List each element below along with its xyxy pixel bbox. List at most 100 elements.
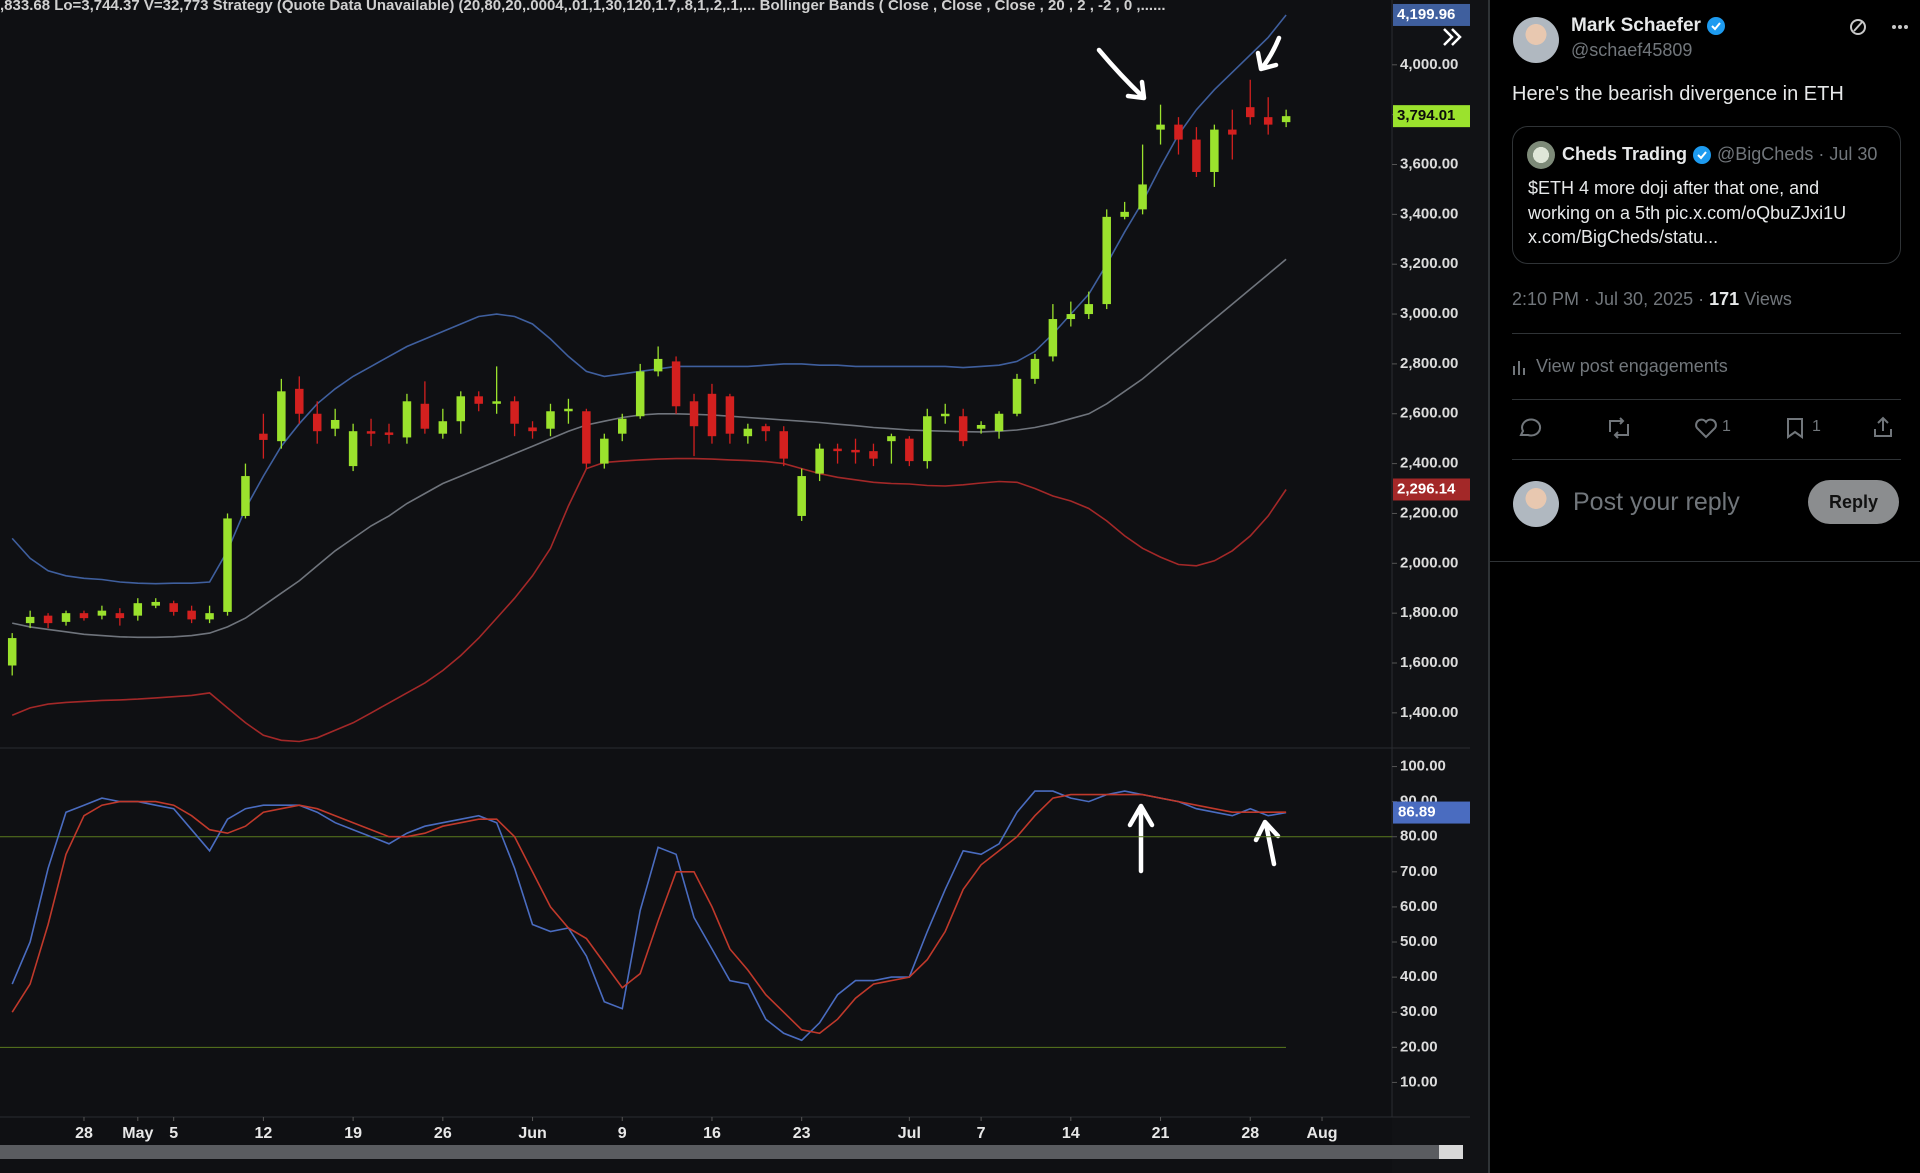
candle-body <box>1120 211 1129 217</box>
like-icon[interactable] <box>1693 416 1719 440</box>
y-tick-label: 2,000.00 <box>1400 554 1458 571</box>
scrollbar[interactable] <box>0 1145 1439 1159</box>
x-tick-label: 23 <box>793 1125 811 1142</box>
quote-card[interactable] <box>1512 126 1901 264</box>
reply-button[interactable]: Reply <box>1808 480 1899 524</box>
verified-badge <box>1706 17 1725 35</box>
quote-avatar <box>1527 141 1555 169</box>
arrow <box>1255 35 1282 72</box>
x-tick-label: Aug <box>1306 1125 1337 1142</box>
candle-body <box>295 388 304 414</box>
x-tick-label: 5 <box>169 1125 178 1142</box>
candle-body <box>115 613 125 619</box>
study-header: ,833.68 Lo=3,744.37 V=32,773 Strategy (Q… <box>0 0 1166 14</box>
post-menu[interactable] <box>1846 15 1916 39</box>
candle-body <box>833 448 842 452</box>
candle-body <box>1102 216 1111 305</box>
candle-body <box>564 408 573 412</box>
author-handle[interactable]: @schaef45809 <box>1571 40 1693 60</box>
y-tick-label: 4,000.00 <box>1400 56 1458 73</box>
candle-body <box>25 616 35 624</box>
reply-input[interactable]: Post your reply <box>1573 488 1740 516</box>
candle-body <box>1192 139 1201 172</box>
bookmark-icon[interactable] <box>1783 416 1807 440</box>
y-tick-label: 10.00 <box>1400 1073 1438 1090</box>
candle-body <box>348 431 358 467</box>
candle-body <box>43 615 53 624</box>
x-tick-label: 26 <box>434 1125 452 1142</box>
y-tick-label: 3,200.00 <box>1400 255 1458 272</box>
candle-body <box>1084 304 1094 315</box>
y-tick-label: 70.00 <box>1400 863 1438 880</box>
y-tick-label: 80.00 <box>1400 828 1438 845</box>
y-tick-label: 60.00 <box>1400 898 1438 915</box>
price-label: 2,296.14 <box>1397 480 1456 497</box>
candle-body <box>169 603 178 612</box>
candle-body <box>510 401 519 424</box>
x-tick-label: Jul <box>898 1125 921 1142</box>
candle-body <box>707 393 717 437</box>
y-tick-label: 1,800.00 <box>1400 604 1458 621</box>
candle-body <box>402 401 412 438</box>
candle-body <box>1012 378 1022 414</box>
band-line <box>12 258 1287 639</box>
timestamp[interactable]: 2:10 PM · Jul 30, 2025 · <box>1512 289 1705 309</box>
y-tick-label: 2,600.00 <box>1400 405 1458 422</box>
x-tick-label: 21 <box>1152 1125 1170 1142</box>
engagements-link[interactable]: View post engagements <box>1536 356 1728 376</box>
views-count: 171 <box>1709 289 1740 309</box>
share-icon[interactable] <box>1871 415 1895 439</box>
reply-icon[interactable] <box>1516 416 1542 440</box>
post-panel: Mark Schaefer @schaef45809 Here's the be… <box>1488 0 1920 1173</box>
candle-body <box>1030 358 1040 379</box>
y-tick-label: 100.00 <box>1400 758 1446 775</box>
price-box <box>1393 3 1470 26</box>
candle-body <box>528 427 537 432</box>
candle-body <box>456 396 466 422</box>
x-tick-label: 7 <box>977 1125 986 1142</box>
candle-body <box>330 419 340 429</box>
candle-body <box>366 431 376 434</box>
candle-body <box>312 413 322 432</box>
candle-body <box>905 438 914 462</box>
candle-body <box>761 426 771 432</box>
post-meta: 2:10 PM · Jul 30, 2025 · 171 Views <box>1512 289 1792 310</box>
arrow <box>1127 803 1155 874</box>
x-tick-label: 28 <box>75 1125 93 1142</box>
band-line <box>11 457 1287 743</box>
candle-body <box>223 518 232 612</box>
y-tick-label: 2,800.00 <box>1400 355 1458 372</box>
views-label: Views <box>1744 289 1792 309</box>
engagements-row[interactable]: View post engagements <box>1512 356 1728 377</box>
y-tick-label: 2,400.00 <box>1400 455 1458 472</box>
chevrons[interactable] <box>1443 28 1462 46</box>
y-tick-label: 40.00 <box>1400 968 1438 985</box>
candle-body <box>1138 184 1147 210</box>
arrow <box>1253 819 1281 867</box>
chart: 1,400.00 1,600.00 1,800.00 2,000.00 2,200.00… <box>0 0 1488 1173</box>
candle-body <box>205 613 214 620</box>
y-tick-label: 3,000.00 <box>1400 305 1458 322</box>
repost-icon[interactable] <box>1605 416 1633 440</box>
avatar[interactable] <box>1513 17 1559 63</box>
separator <box>1512 399 1901 400</box>
separator <box>1490 561 1920 562</box>
candle-body <box>1174 124 1183 140</box>
post-text: Here's the bearish divergence in ETH <box>1512 83 1844 105</box>
collapse-button[interactable] <box>1443 28 1462 46</box>
quote-text: $ETH 4 more doji after that one, and wor… <box>1528 176 1846 250</box>
price-label: 4,199.96 <box>1397 6 1455 23</box>
author-row: Mark Schaefer <box>1571 15 1726 37</box>
scrollbar-thumb[interactable] <box>1439 1145 1463 1159</box>
price-label: 3,794.01 <box>1397 107 1455 124</box>
author-name[interactable]: Mark Schaefer <box>1571 15 1701 36</box>
bookmark-count: 1 <box>1812 418 1821 435</box>
candle-body <box>474 396 483 404</box>
separator <box>1512 333 1901 334</box>
candle-body <box>689 401 699 427</box>
y-tick-label: 3,600.00 <box>1400 155 1458 172</box>
candle-body <box>1066 314 1076 320</box>
value-box <box>1393 801 1470 824</box>
quote-line: $ETH 4 more doji after that one, and <box>1528 178 1820 198</box>
